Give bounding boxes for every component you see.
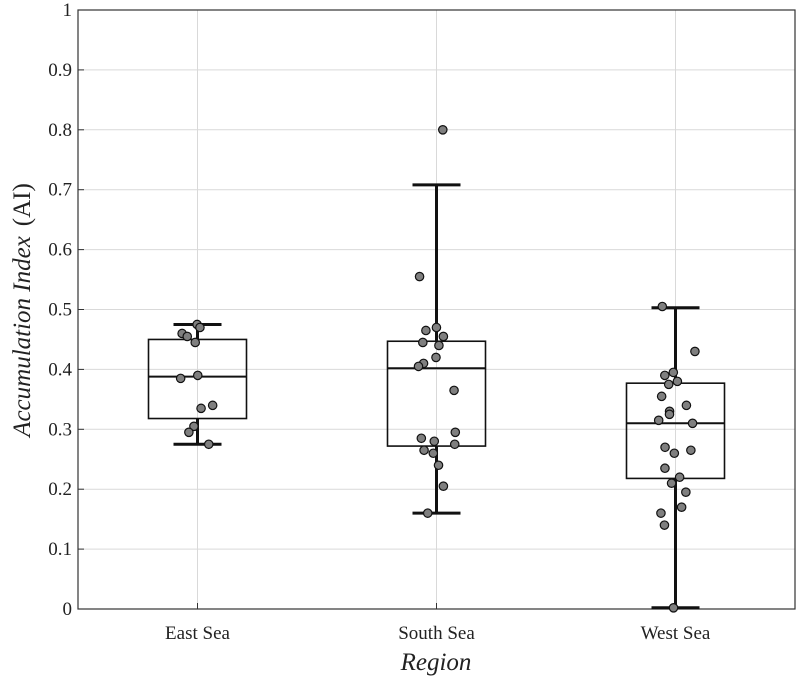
box-group (386, 125, 487, 518)
data-point (659, 520, 670, 530)
y-tick-label: 0.3 (48, 419, 72, 440)
data-point (192, 370, 203, 381)
data-point (664, 409, 675, 420)
data-point (676, 502, 687, 512)
data-point (687, 418, 698, 429)
data-point (190, 337, 201, 348)
data-point (686, 445, 696, 456)
y-tick-label: 1 (63, 0, 73, 21)
y-tick-label: 0.6 (48, 240, 72, 261)
y-tick-label: 0.7 (48, 180, 72, 201)
data-point (657, 301, 668, 312)
data-point (422, 508, 433, 518)
data-point (414, 271, 425, 282)
data-point (433, 460, 444, 471)
data-point (413, 361, 424, 372)
y-tick-label: 0.8 (48, 120, 72, 141)
data-point (672, 376, 683, 387)
data-point (656, 391, 667, 402)
data-point (690, 346, 700, 357)
data-point (182, 331, 193, 342)
data-point (681, 487, 691, 497)
data-point (419, 445, 429, 456)
x-tick-label: West Sea (641, 623, 711, 644)
data-point (681, 400, 692, 411)
data-point (449, 439, 460, 450)
data-point (666, 478, 677, 489)
data-point (674, 472, 685, 483)
x-axis-ticks: East Sea South Sea West Sea (165, 603, 711, 644)
data-point (184, 427, 194, 438)
x-tick-label: East Sea (165, 623, 230, 644)
data-point (207, 400, 218, 411)
box-group (625, 301, 726, 613)
data-point (421, 325, 431, 336)
data-point (189, 421, 199, 432)
data-point (660, 463, 670, 474)
y-axis-title: Accumulation Index (AI) (9, 183, 36, 439)
y-tick-label: 0 (63, 599, 73, 620)
box-series (147, 125, 726, 613)
y-tick-label: 0.4 (48, 359, 72, 380)
data-point (668, 367, 679, 378)
y-tick-label: 0.9 (48, 60, 72, 81)
data-point (663, 379, 674, 390)
y-axis-ticks: 0 0.1 0.2 0.3 0.4 0.5 0.6 0.7 0.8 0.9 1 (48, 0, 84, 620)
box-group (147, 319, 248, 450)
data-point (669, 448, 680, 459)
data-point (660, 442, 670, 453)
data-point (437, 125, 448, 135)
data-point (196, 403, 206, 414)
data-point (668, 603, 679, 613)
data-point (429, 436, 440, 447)
x-tick-label: South Sea (398, 623, 475, 644)
data-point (175, 373, 186, 384)
data-point (438, 481, 449, 492)
iqr-box (386, 340, 487, 447)
data-point (416, 433, 427, 444)
data-point (203, 439, 214, 450)
y-tick-label: 0.5 (48, 300, 72, 321)
data-point (656, 508, 666, 518)
data-point (434, 340, 444, 351)
data-point (195, 322, 205, 333)
data-point (438, 331, 449, 342)
data-point (431, 322, 442, 333)
data-point (660, 370, 670, 381)
y-axis-title-main: Accumulation Index (9, 236, 36, 439)
data-point (450, 427, 461, 438)
y-axis-title-unit: (AI) (9, 183, 36, 226)
x-axis-title: Region (400, 649, 472, 676)
data-point (428, 448, 439, 459)
data-point (653, 415, 664, 426)
data-point (418, 337, 428, 348)
data-point (449, 385, 459, 396)
data-point (431, 352, 441, 363)
y-tick-label: 0.1 (48, 539, 72, 560)
y-tick-label: 0.2 (48, 479, 72, 500)
